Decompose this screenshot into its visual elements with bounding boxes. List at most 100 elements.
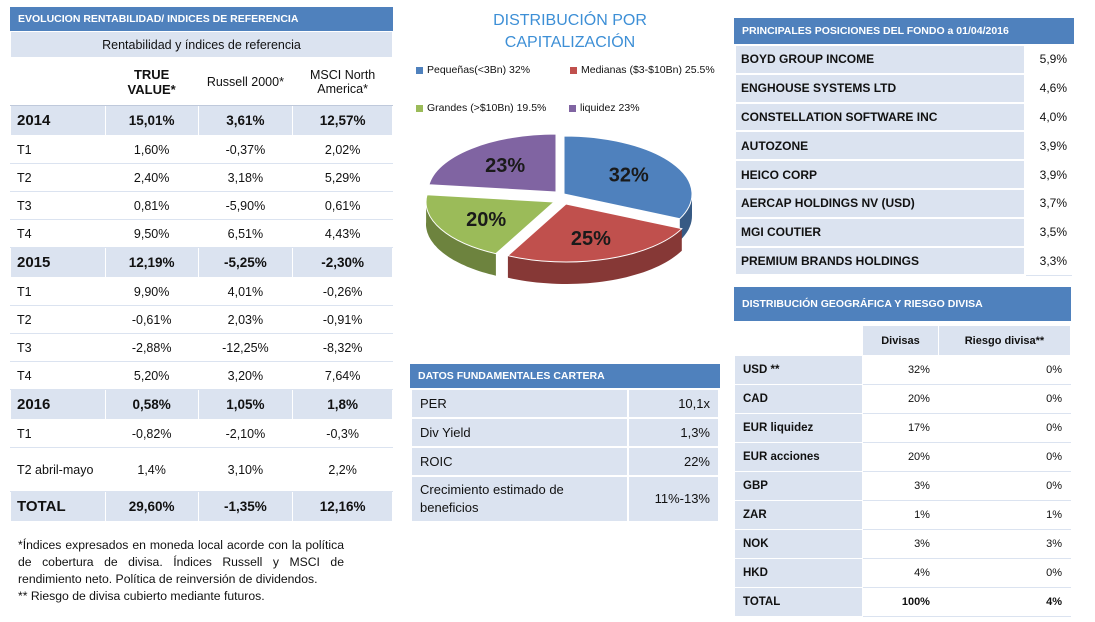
table-row: 2016 0,58% 1,05% 1,8% (10, 389, 393, 420)
table-row: T2 2,40% 3,18% 5,29% (10, 163, 393, 192)
row-label: 2014 (10, 105, 106, 136)
row-value: 0,58% (104, 389, 199, 420)
table-row: EUR liquidez 17% 0% (734, 413, 1072, 443)
row-value: 9,90% (104, 277, 199, 306)
note-1: *Índices expresados en moneda local acor… (18, 538, 344, 586)
row-label: T2 (10, 163, 106, 192)
currency-value: 20% (862, 442, 939, 472)
currency-value: 3% (937, 529, 1072, 559)
position-name: AUTOZONE (734, 130, 1026, 162)
row-label: 2016 (10, 389, 106, 420)
fundamentales-header: DATOS FUNDAMENTALES CARTERA (410, 364, 720, 388)
row-value: 2,40% (104, 163, 199, 192)
currency-value: 0% (937, 558, 1072, 588)
pie-slice (428, 133, 557, 193)
row-value: 9,50% (104, 219, 199, 248)
legend-label: Pequeñas(<3Bn) 32% (427, 64, 531, 76)
position-name: HEICO CORP (734, 159, 1026, 190)
row-label: 2015 (10, 247, 106, 278)
table-row: AERCAP HOLDINGS NV (USD) 3,7% (734, 187, 1074, 219)
row-value: 2,02% (292, 135, 393, 164)
rentabilidad-table: Rentabilidad y índices de referencia TRU… (10, 31, 393, 522)
table-row: Crecimiento estimado de beneficios 11%-13… (410, 475, 720, 523)
pie-slice-side (426, 200, 496, 276)
table-row: PER 10,1x (410, 388, 720, 419)
chart-title-line-2: CAPITALIZACIÓN (504, 34, 636, 51)
position-name: PREMIUM BRANDS HOLDINGS (734, 245, 1026, 277)
position-name: ENGHOUSE SYSTEMS LTD (734, 72, 1026, 104)
currency-label: EUR acciones (734, 442, 863, 472)
row-value: -0,26% (292, 277, 393, 306)
row-value: -5,90% (197, 191, 294, 220)
fund-label: ROIC (410, 446, 629, 477)
currency-label: GBP (734, 471, 863, 501)
rentabilidad-panel: EVOLUCION RENTABILIDAD/ INDICES DE REFER… (10, 7, 393, 522)
posiciones-panel: PRINCIPALES POSICIONES DEL FONDO a 01/04… (734, 18, 1074, 277)
col-russell: Russell 2000* (197, 57, 294, 106)
position-weight: 3,5% (1024, 216, 1074, 248)
position-name: CONSTELLATION SOFTWARE INC (734, 101, 1026, 133)
row-label: T2 (10, 305, 106, 334)
row-value: -0,61% (104, 305, 199, 334)
table-row: ZAR 1% 1% (734, 500, 1072, 530)
table-row: ENGHOUSE SYSTEMS LTD 4,6% (734, 72, 1074, 104)
row-label: T2 abril-mayo (10, 447, 106, 492)
table-row: CAD 20% 0% (734, 384, 1072, 414)
position-weight: 4,6% (1024, 72, 1074, 104)
table-row: T1 1,60% -0,37% 2,02% (10, 135, 393, 164)
row-value: 29,60% (104, 491, 199, 522)
row-value: -0,82% (104, 419, 199, 448)
row-value: 3,10% (197, 447, 294, 492)
table-row: 2014 15,01% 3,61% 12,57% (10, 105, 393, 136)
currency-value: 4% (862, 558, 939, 588)
currency-value: 3% (862, 529, 939, 559)
fundamentales-table: PER 10,1x Div Yield 1,3% ROIC 22% Crecimiento … (410, 388, 720, 523)
pie-slice (506, 203, 683, 263)
table-row: T4 5,20% 3,20% 7,64% (10, 361, 393, 390)
row-value: -0,91% (292, 305, 393, 334)
row-value: 3,20% (197, 361, 294, 390)
row-label: T4 (10, 361, 106, 390)
row-value: 6,51% (197, 219, 294, 248)
table-row: T3 0,81% -5,90% 0,61% (10, 191, 393, 220)
currency-label: NOK (734, 529, 863, 559)
fund-label: PER (410, 388, 629, 419)
geografica-table: Divisas Riesgo divisa** USD ** 32% 0% CAD 20… (734, 325, 1072, 617)
pie-chart: 32% 25% 20% 23% (425, 133, 693, 284)
total-row: TOTAL 100% 4% (734, 587, 1072, 617)
legend-label: liquidez 23% (580, 102, 640, 114)
row-value: -8,32% (292, 333, 393, 362)
geo-corner (734, 325, 863, 356)
row-label: T1 (10, 277, 106, 306)
row-value: 7,64% (292, 361, 393, 390)
pie-slice (563, 135, 693, 220)
row-value: 1,8% (292, 389, 393, 420)
table-row: NOK 3% 3% (734, 529, 1072, 559)
legend-item: Medianas ($3-$10Bn) 25.5% (570, 64, 715, 76)
position-weight: 5,9% (1024, 44, 1074, 75)
legend-item: liquidez 23% (569, 102, 640, 114)
position-name: AERCAP HOLDINGS NV (USD) (734, 187, 1026, 219)
table-row: Div Yield 1,3% (410, 417, 720, 448)
row-value: 3,61% (197, 105, 294, 136)
currency-value: 0% (937, 384, 1072, 414)
position-name: BOYD GROUP INCOME (734, 44, 1026, 75)
row-value: 5,29% (292, 163, 393, 192)
row-value: 15,01% (104, 105, 199, 136)
currency-value: 32% (862, 355, 939, 385)
pie-slice-label: 32% (609, 165, 649, 187)
table-row: T2 abril-mayo 1,4% 3,10% 2,2% (10, 447, 393, 492)
row-value: 0,81% (104, 191, 199, 220)
row-value: 1,4% (104, 447, 199, 492)
table-row: HEICO CORP 3,9% (734, 159, 1074, 190)
pie-slice-label: 25% (571, 228, 611, 250)
row-value: -0,37% (197, 135, 294, 164)
fund-value: 10,1x (627, 388, 720, 419)
pie-slice-label: 23% (485, 155, 525, 177)
currency-value: 0% (937, 413, 1072, 443)
legend-swatch (570, 66, 577, 74)
table-row: BOYD GROUP INCOME 5,9% (734, 44, 1074, 75)
table-row: MGI COUTIER 3,5% (734, 216, 1074, 248)
rentabilidad-notes: *Índices expresados en moneda local acor… (18, 537, 344, 605)
row-value: -0,3% (292, 419, 393, 448)
